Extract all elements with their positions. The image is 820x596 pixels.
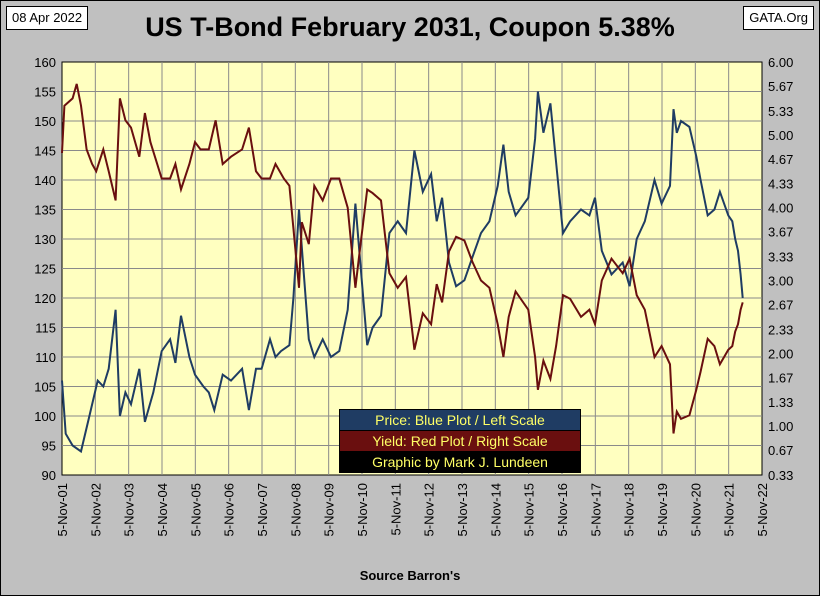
right-tick-label: 4.67 (768, 152, 793, 167)
x-axis: 5-Nov-01 5-Nov-02 5-Nov-03 5-Nov-04 5-Nov-05… (55, 483, 770, 536)
right-tick-label: 6.00 (768, 55, 793, 70)
x-tick-label: 5-Nov-10 (355, 483, 370, 536)
left-tick-label: 130 (34, 232, 56, 247)
x-tick-label: 5-Nov-05 (188, 483, 203, 536)
x-tick-label: 5-Nov-18 (622, 483, 637, 536)
right-tick-label: 1.67 (768, 370, 793, 385)
x-tick-label: 5-Nov-03 (122, 483, 137, 536)
x-tick-label: 5-Nov-12 (422, 483, 437, 536)
right-tick-label: 0.67 (768, 443, 793, 458)
legend-credit-entry: Graphic by Mark J. Lundeen (340, 452, 580, 472)
x-tick-label: 5-Nov-09 (322, 483, 337, 536)
right-tick-label: 2.67 (768, 298, 793, 313)
x-tick-label: 5-Nov-19 (655, 483, 670, 536)
x-tick-label: 5-Nov-02 (88, 483, 103, 536)
x-tick-label: 5-Nov-16 (555, 483, 570, 536)
left-tick-label: 145 (34, 144, 56, 159)
source-site-label: GATA.Org (743, 6, 814, 30)
x-tick-label: 5-Nov-07 (255, 483, 270, 536)
right-tick-label: 3.33 (768, 249, 793, 264)
right-tick-label: 1.33 (768, 395, 793, 410)
date-label: 08 Apr 2022 (6, 6, 89, 30)
x-tick-label: 5-Nov-17 (588, 483, 603, 536)
yield-series-line (61, 83, 744, 434)
grid-lines (62, 62, 762, 475)
right-tick-label: 1.00 (768, 419, 793, 434)
x-tick-label: 5-Nov-01 (55, 483, 70, 536)
right-tick-label: 3.67 (768, 225, 793, 240)
x-tick-label: 5-Nov-21 (722, 483, 737, 536)
left-tick-label: 125 (34, 262, 56, 277)
left-tick-label: 100 (34, 409, 56, 424)
x-tick-label: 5-Nov-04 (155, 483, 170, 536)
left-tick-label: 140 (34, 173, 56, 188)
x-tick-label: 5-Nov-08 (288, 483, 303, 536)
left-tick-label: 155 (34, 85, 56, 100)
x-tick-label: 5-Nov-20 (688, 483, 703, 536)
price-series-line (61, 91, 744, 454)
right-tick-label: 2.00 (768, 346, 793, 361)
left-tick-label: 110 (35, 350, 56, 365)
x-tick-label: 5-Nov-11 (388, 483, 403, 536)
left-tick-label: 150 (34, 114, 56, 129)
x-tick-label: 5-Nov-15 (522, 483, 537, 536)
right-tick-label: 2.33 (768, 322, 793, 337)
x-tick-label: 5-Nov-14 (488, 483, 503, 536)
source-note: Source Barron's (359, 568, 461, 583)
right-tick-label: 0.33 (768, 468, 793, 483)
right-tick-label: 4.33 (768, 177, 793, 192)
x-tick-label: 5-Nov-06 (222, 483, 237, 536)
right-axis: 0.33 0.67 1.00 1.33 1.67 2.00 2.33 2.67 3.00 3.33… (768, 55, 793, 483)
right-tick-label: 5.33 (768, 104, 793, 119)
left-tick-label: 95 (42, 439, 56, 454)
right-tick-label: 5.00 (768, 128, 793, 143)
left-tick-label: 160 (34, 55, 56, 70)
legend-yield-entry: Yield: Red Plot / Right Scale (340, 431, 580, 452)
left-tick-label: 135 (34, 203, 56, 218)
legend: Price: Blue Plot / Left Scale Yield: Red… (339, 409, 581, 473)
right-tick-label: 3.00 (768, 274, 793, 289)
legend-price-entry: Price: Blue Plot / Left Scale (340, 410, 580, 431)
left-tick-label: 120 (34, 291, 56, 306)
left-tick-label: 115 (35, 321, 56, 336)
left-tick-label: 105 (34, 380, 56, 395)
left-tick-label: 90 (42, 468, 56, 483)
left-axis: 90 95 100 105 110 115 120 125 130 135 140 145 150 155… (34, 55, 56, 483)
x-tick-label: 5-Nov-22 (755, 483, 770, 536)
right-tick-label: 5.67 (768, 79, 793, 94)
chart-title: US T-Bond February 2031, Coupon 5.38% (145, 12, 675, 42)
right-tick-label: 4.00 (768, 201, 793, 216)
x-tick-label: 5-Nov-13 (455, 483, 470, 536)
